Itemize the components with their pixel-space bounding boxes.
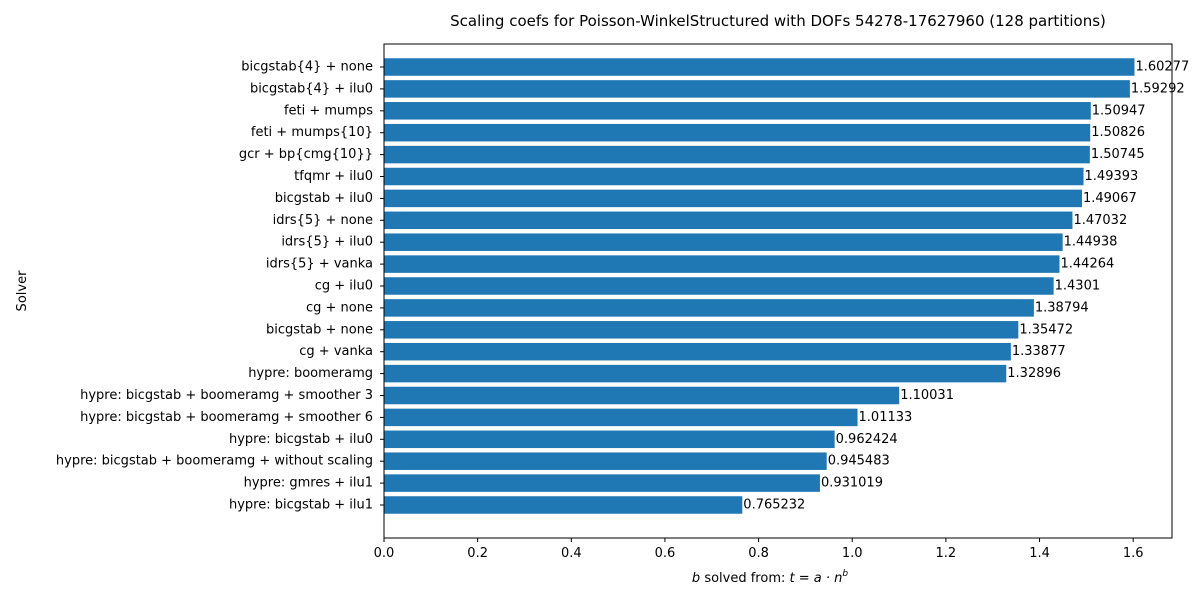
y-tick-label: feti + mumps: [284, 103, 373, 118]
value-label: 1.49393: [1085, 169, 1139, 184]
value-label: 1.10031: [900, 388, 954, 403]
x-axis-title-mid: solved from:: [700, 571, 789, 586]
x-tick-label: 0.8: [748, 546, 769, 561]
value-label: 1.49067: [1083, 191, 1137, 206]
value-label: 1.60277: [1135, 60, 1189, 75]
bar: [384, 452, 827, 470]
x-tick-label: 0.6: [655, 546, 676, 561]
y-tick-label: hypre: bicgstab + boomeramg + smoother 3: [80, 388, 373, 403]
value-label: 1.44938: [1064, 235, 1118, 250]
y-tick-label: bicgstab{4} + none: [241, 60, 373, 75]
bar: [384, 123, 1091, 142]
y-tick-label: hypre: bicgstab + boomeramg + smoother 6: [80, 410, 373, 425]
y-tick-label: hypre: bicgstab + boomeramg + without sc…: [56, 454, 373, 469]
chart-title: Scaling coefs for Poisson-WinkelStructur…: [450, 12, 1106, 30]
value-label: 1.38794: [1035, 300, 1089, 315]
bar: [384, 496, 743, 514]
value-label: 0.945483: [828, 454, 890, 469]
bar: [384, 474, 820, 492]
y-tick-labels: bicgstab{4} + none bicgstab{4} + ilu0 feti…: [56, 60, 384, 513]
bar: [384, 255, 1060, 273]
bar: [384, 58, 1135, 76]
y-tick-label: bicgstab + ilu0: [275, 191, 373, 206]
bar: [384, 299, 1034, 317]
y-tick-label: hypre: gmres + ilu1: [244, 476, 373, 491]
bar: [384, 364, 1007, 383]
x-axis-title-b: b: [692, 571, 700, 586]
value-label: 1.33877: [1012, 344, 1066, 359]
value-label: 1.4301: [1055, 279, 1101, 294]
y-tick-label: hypre: bicgstab + ilu0: [229, 432, 373, 447]
y-tick-label: idrs{5} + none: [273, 213, 373, 228]
value-label: 1.01133: [859, 410, 913, 425]
x-tick-label: 1.4: [1029, 546, 1050, 561]
x-tick-label: 1.2: [936, 546, 957, 561]
x-tick-label: 0.0: [374, 546, 395, 561]
value-label: 0.931019: [821, 476, 883, 491]
bar: [384, 408, 858, 427]
bar: [384, 189, 1082, 208]
x-axis-title-sup: b: [842, 569, 848, 579]
bar: [384, 430, 835, 449]
y-tick-label: idrs{5} + ilu0: [281, 235, 373, 250]
bar: [384, 145, 1090, 164]
y-tick-label: feti + mumps{10}: [251, 125, 373, 140]
value-label: 1.59292: [1131, 81, 1185, 96]
bar: [384, 211, 1073, 230]
bar: [384, 167, 1084, 186]
value-label: 0.765232: [743, 498, 805, 513]
x-tick-label: 0.2: [467, 546, 488, 561]
y-tick-label: gcr + bp{cmg{10}}: [239, 147, 373, 162]
bar: [384, 321, 1019, 339]
x-axis-title: b solved from: t = a · nb: [692, 569, 848, 586]
value-label: 0.962424: [836, 432, 898, 447]
y-tick-label: hypre: bicgstab + ilu1: [229, 498, 373, 513]
bar: [384, 233, 1063, 251]
y-tick-label: idrs{5} + vanka: [266, 257, 373, 272]
value-label: 1.44264: [1061, 257, 1115, 272]
x-axis-ticks: 0.0 0.2 0.4 0.6 0.8 1.0 1.2 1.4 1.6: [374, 538, 1144, 561]
y-tick-label: cg + ilu0: [315, 279, 373, 294]
y-tick-label: cg + vanka: [299, 344, 373, 359]
x-tick-label: 1.0: [842, 546, 863, 561]
y-tick-label: hypre: boomeramg: [248, 366, 373, 381]
value-label: 1.32896: [1007, 366, 1061, 381]
x-axis-title-eq: t = a · n: [790, 571, 843, 586]
y-tick-label: bicgstab{4} + ilu0: [250, 81, 373, 96]
bar: [384, 80, 1130, 98]
y-tick-label: cg + none: [306, 300, 373, 315]
bars-group: [384, 58, 1135, 514]
bar: [384, 342, 1011, 361]
plot-frame: [383, 43, 1173, 539]
bar: [384, 277, 1054, 295]
y-axis-title: Solver: [15, 270, 30, 312]
y-tick-label: tfqmr + ilu0: [294, 169, 373, 184]
value-label: 1.35472: [1019, 322, 1073, 337]
bar: [384, 102, 1091, 120]
value-label: 1.50826: [1091, 125, 1145, 140]
y-tick-label: bicgstab + none: [266, 322, 373, 337]
value-label: 1.50745: [1091, 147, 1145, 162]
x-tick-label: 1.6: [1123, 546, 1144, 561]
bar: [384, 386, 900, 405]
value-label: 1.50947: [1092, 103, 1146, 118]
x-tick-label: 0.4: [561, 546, 582, 561]
value-label: 1.47032: [1073, 213, 1127, 228]
value-labels: 1.60277 1.59292 1.50947 1.50826 1.50745 1.493…: [743, 60, 1189, 513]
